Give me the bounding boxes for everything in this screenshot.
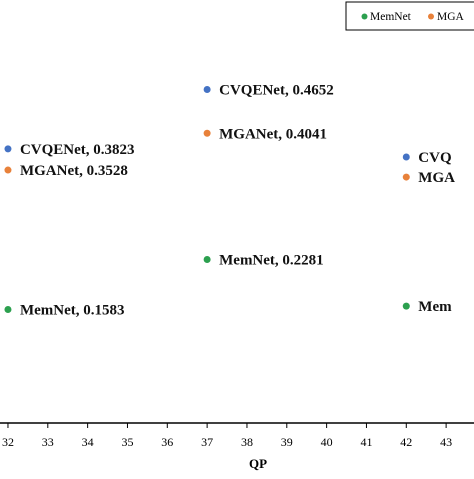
data-point-label: MemNet, 0.1583	[20, 303, 125, 319]
data-point-label: MGA	[418, 170, 455, 186]
data-point-label: MGANet, 0.3528	[20, 163, 128, 179]
data-point-marker	[203, 129, 211, 137]
data-point-label: CVQENet, 0.3823	[20, 142, 135, 158]
x-tick-label: 38	[241, 435, 253, 449]
x-tick-label: 36	[161, 435, 173, 449]
data-point-marker	[4, 166, 12, 174]
x-axis-title: QP	[249, 456, 267, 471]
legend-memnet-label: MemNet	[370, 11, 412, 23]
legend: MemNet MGA	[345, 1, 474, 31]
x-tick-label: 40	[321, 435, 333, 449]
data-point-marker	[4, 145, 12, 153]
x-axis-ticks: 32 33 34 35 36 37 38 39 40 41 42 43	[2, 423, 452, 449]
x-tick-label: 39	[281, 435, 293, 449]
data-point-label: MGANet, 0.4041	[219, 126, 327, 142]
data-point-marker	[4, 306, 12, 314]
data-point-label: CVQ	[418, 150, 452, 166]
x-tick-label: 32	[2, 435, 14, 449]
x-tick-label: 35	[121, 435, 133, 449]
data-point-marker	[402, 173, 410, 181]
data-point-marker	[402, 302, 410, 310]
x-tick-label: 37	[201, 435, 213, 449]
data-point-marker	[203, 255, 211, 263]
data-point-label: Mem	[418, 299, 452, 315]
data-point-label: CVQENet, 0.4652	[219, 82, 334, 98]
x-tick-label: 34	[82, 435, 94, 449]
data-point-marker	[203, 85, 211, 93]
data-point-label: MemNet, 0.2281	[219, 252, 324, 268]
x-tick-label: 41	[360, 435, 372, 449]
legend-mga-marker	[428, 13, 434, 20]
legend-memnet-marker	[361, 13, 368, 20]
x-tick-label: 33	[42, 435, 54, 449]
data-point-marker	[402, 153, 410, 161]
legend-mga-label: MGA	[437, 11, 465, 23]
x-tick-label: 42	[400, 435, 412, 449]
x-tick-label: 43	[440, 435, 452, 449]
points-layer: MemNet, 0.1583 MemNet, 0.2281 Mem MGANet, 0…	[4, 82, 455, 319]
